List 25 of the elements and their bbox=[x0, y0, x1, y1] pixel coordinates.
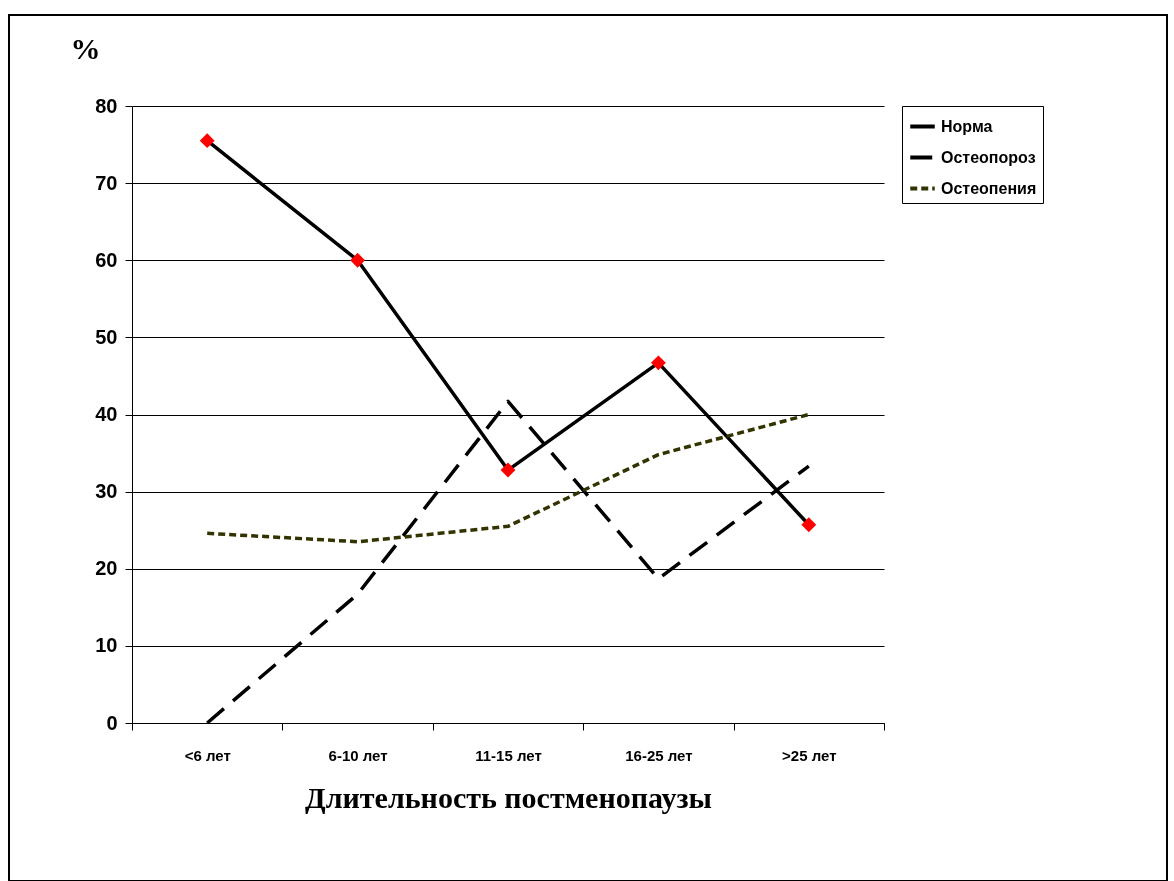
legend-label: Норма bbox=[941, 117, 993, 135]
legend-label: Остеопения bbox=[941, 179, 1037, 197]
y-tick-label: 50 bbox=[95, 325, 118, 348]
point bbox=[500, 462, 516, 478]
x-tick-label: >25 лет bbox=[782, 746, 837, 764]
y-tick-label: 60 bbox=[95, 248, 118, 271]
x-tick-label: <6 лет bbox=[184, 746, 231, 764]
legend-label: Остеопороз bbox=[941, 148, 1036, 166]
y-tick-label: 40 bbox=[95, 403, 118, 425]
y-tick-label: 20 bbox=[95, 557, 118, 580]
point bbox=[199, 133, 215, 149]
point bbox=[650, 355, 666, 371]
y-tick-label: 30 bbox=[95, 480, 118, 503]
y-tick-label: 80 bbox=[95, 94, 118, 117]
line-series bbox=[205, 412, 811, 544]
point bbox=[801, 517, 817, 533]
y-tick-label: 0 bbox=[106, 711, 118, 734]
y-axis-title: % bbox=[70, 31, 101, 65]
point bbox=[350, 252, 366, 268]
x-tick-label: 6-10 лет bbox=[328, 746, 388, 764]
x-tick-label: 16-25 лет bbox=[625, 746, 693, 764]
y-tick-label: 70 bbox=[95, 171, 118, 194]
x-tick-label: 11-15 лет bbox=[475, 746, 542, 764]
x-axis-title: Длительность постменопаузы bbox=[305, 780, 712, 814]
y-tick-label: 10 bbox=[95, 634, 118, 657]
